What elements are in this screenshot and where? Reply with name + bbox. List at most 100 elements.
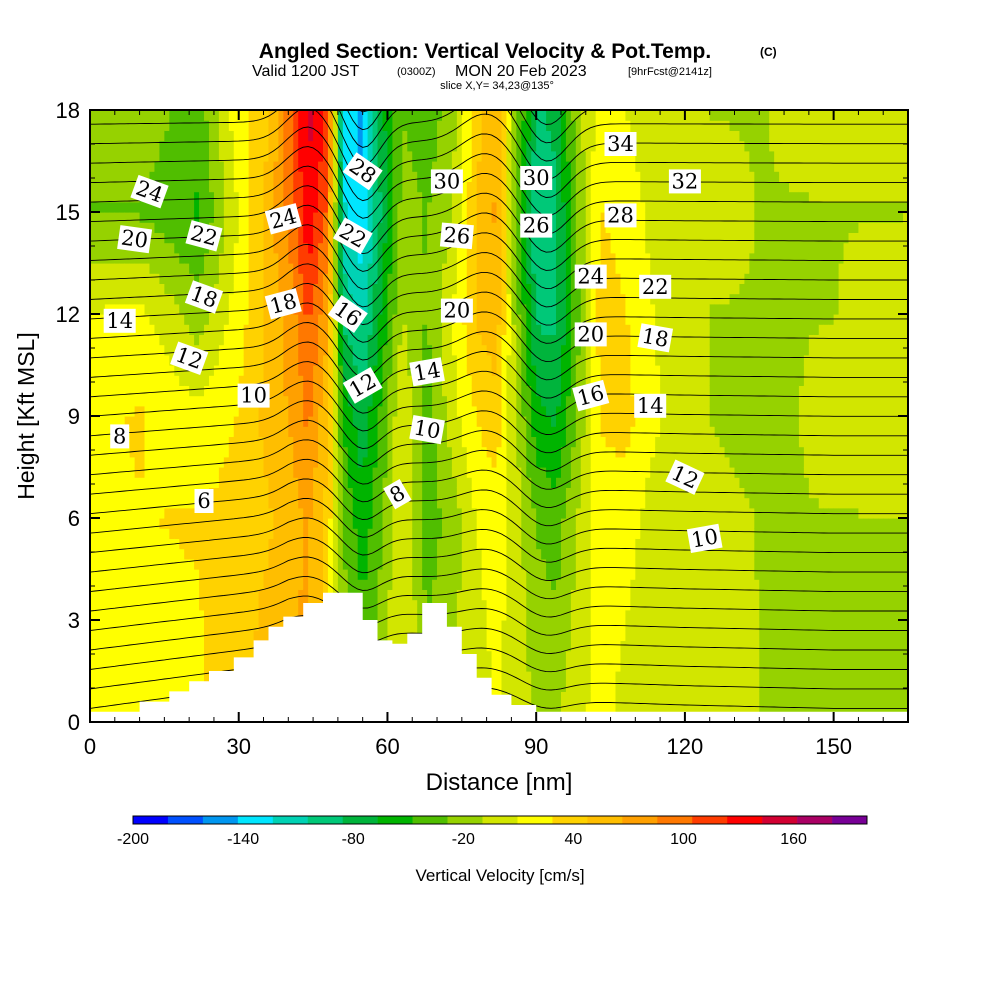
heat-cell: [417, 181, 423, 193]
heat-cell: [233, 334, 240, 346]
heat-cell: [491, 487, 498, 499]
heat-cell: [213, 303, 220, 315]
heat-cell: [417, 334, 423, 346]
heat-cell: [372, 324, 379, 335]
heat-cell: [417, 314, 423, 325]
heat-cell: [129, 456, 136, 468]
heat-cell: [382, 201, 389, 213]
heat-cell: [268, 569, 275, 580]
heat-cell: [99, 263, 106, 274]
heat-cell: [332, 242, 339, 254]
heat-cell: [154, 660, 161, 672]
heat-cell: [392, 426, 398, 437]
heat-cell: [164, 191, 170, 203]
heat-cell: [496, 558, 503, 570]
heat-cell: [308, 385, 314, 397]
heat-cell: [412, 293, 418, 305]
heat-cell: [134, 701, 141, 713]
heat-cell: [164, 150, 170, 162]
heat-cell: [437, 191, 443, 203]
heat-cell: [461, 161, 468, 172]
heat-cell: [243, 375, 250, 386]
heat-cell: [323, 171, 329, 182]
heat-cell: [382, 528, 389, 539]
heat-cell: [387, 140, 394, 152]
heat-cell: [218, 599, 225, 611]
heat-cell: [90, 314, 96, 325]
heat-cell: [303, 181, 309, 193]
heat-cell: [258, 579, 265, 590]
heat-cell: [362, 558, 369, 570]
heat-cell: [139, 201, 146, 213]
heat-cell: [248, 436, 255, 448]
heat-cell: [268, 416, 275, 427]
heat-cell: [204, 426, 210, 437]
heat-cell: [159, 660, 165, 672]
heat-cell: [278, 446, 284, 458]
heat-cell: [491, 599, 498, 611]
heat-cell: [208, 446, 215, 458]
chart-title: Angled Section: Vertical Velocity & Pot.…: [259, 40, 777, 63]
heat-cell: [223, 579, 230, 590]
heat-cell: [243, 640, 250, 652]
heat-cell: [134, 171, 141, 182]
heat-cell: [263, 110, 270, 121]
heat-cell: [268, 140, 275, 152]
heat-cell: [268, 609, 275, 621]
heat-cell: [481, 344, 488, 356]
heat-cell: [308, 283, 314, 295]
heat-cell: [99, 548, 106, 560]
heat-cell: [159, 538, 165, 550]
heat-cell: [372, 395, 379, 407]
heat-cell: [218, 426, 225, 437]
heat-cell: [298, 395, 304, 407]
heat-cell: [342, 579, 349, 590]
heat-cell: [422, 252, 428, 264]
heat-cell: [139, 558, 146, 570]
heat-cell: [273, 548, 279, 560]
heat-cell: [134, 120, 141, 131]
heat-cell: [357, 456, 364, 468]
heat-cell: [491, 416, 498, 427]
heat-cell: [134, 446, 141, 458]
heat-cell: [441, 344, 448, 356]
heat-cell: [432, 467, 438, 478]
heat-cell: [298, 110, 304, 121]
heat-cell: [288, 385, 294, 397]
heat-cell: [313, 110, 319, 121]
heat-cell: [476, 426, 483, 437]
heat-cell: [144, 599, 151, 611]
heat-cell: [159, 681, 165, 692]
heat-cell: [94, 242, 101, 254]
heat-cell: [124, 538, 131, 550]
heat-cell: [461, 487, 468, 499]
heat-cell: [427, 334, 433, 346]
heat-cell: [149, 650, 156, 662]
heat-cell: [144, 446, 151, 458]
heat-cell: [90, 110, 96, 121]
heat-cell: [258, 426, 265, 437]
heat-cell: [119, 681, 126, 692]
heat-cell: [139, 303, 146, 315]
heat-cell: [466, 640, 473, 652]
heat-cell: [139, 650, 146, 662]
heat-cell: [342, 528, 349, 539]
heat-cell: [476, 120, 483, 131]
heat-cell: [228, 150, 235, 162]
heat-cell: [273, 518, 279, 529]
heat-cell: [402, 558, 408, 570]
heat-cell: [199, 303, 205, 315]
heat-cell: [258, 558, 265, 570]
heat-cell: [367, 150, 374, 162]
heat-cell: [342, 354, 349, 366]
heat-cell: [109, 283, 116, 295]
heat-cell: [308, 314, 314, 325]
heat-cell: [377, 518, 384, 529]
heat-cell: [491, 507, 498, 519]
heat-cell: [323, 303, 329, 315]
heat-cell: [159, 222, 165, 233]
heat-cell: [233, 558, 240, 570]
heat-cell: [248, 477, 255, 488]
heat-cell: [159, 599, 165, 611]
heat-cell: [387, 150, 394, 162]
